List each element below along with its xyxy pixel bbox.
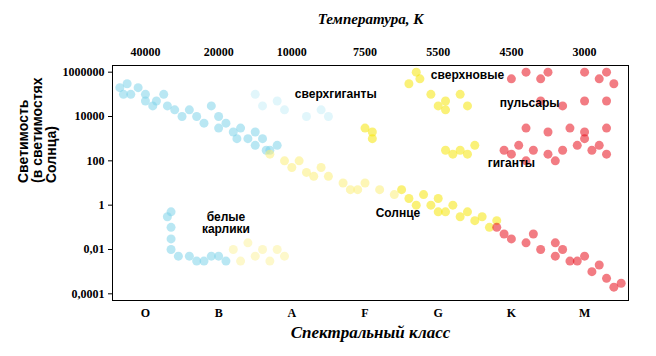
svg-text:сверхновые: сверхновые [431, 68, 505, 82]
svg-text:Светимость(в светимостяхСолнца: Светимость(в светимостяхСолнца) [15, 77, 59, 183]
svg-text:гиганты: гиганты [488, 156, 535, 170]
svg-text:100: 100 [87, 154, 105, 168]
svg-text:3000: 3000 [573, 45, 597, 59]
svg-text:Солнце: Солнце [376, 206, 421, 220]
svg-text:Температура, К: Температура, К [318, 11, 424, 27]
svg-text:1: 1 [99, 198, 105, 212]
svg-text:20000: 20000 [204, 45, 234, 59]
svg-text:M: M [579, 306, 590, 320]
svg-text:40000: 40000 [130, 45, 160, 59]
svg-text:белыекарлики: белыекарлики [202, 210, 250, 236]
svg-text:сверхгиганты: сверхгиганты [295, 87, 377, 101]
svg-text:A: A [287, 306, 296, 320]
svg-text:5500: 5500 [426, 45, 450, 59]
svg-text:пульсары: пульсары [500, 96, 560, 110]
svg-text:Спектральный класс: Спектральный класс [291, 323, 451, 342]
svg-text:K: K [507, 306, 517, 320]
svg-text:10000: 10000 [75, 109, 105, 123]
svg-text:4500: 4500 [499, 45, 523, 59]
svg-text:B: B [215, 306, 223, 320]
svg-text:7500: 7500 [353, 45, 377, 59]
svg-text:0,0001: 0,0001 [72, 287, 105, 301]
svg-text:F: F [361, 306, 368, 320]
svg-text:0,01: 0,01 [84, 242, 105, 256]
svg-text:1000000: 1000000 [63, 65, 105, 79]
svg-text:10000: 10000 [277, 45, 307, 59]
svg-text:G: G [434, 306, 443, 320]
svg-text:O: O [141, 306, 150, 320]
